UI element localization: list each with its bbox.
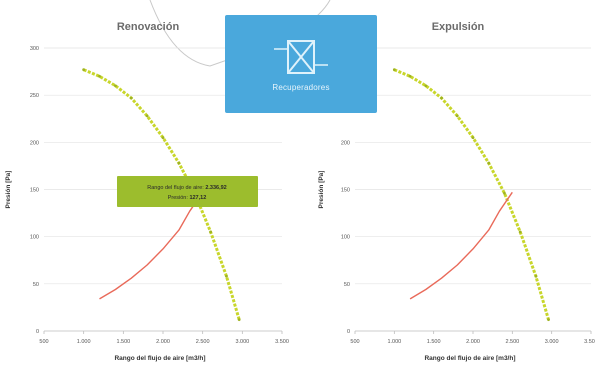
series-point bbox=[503, 191, 506, 195]
y-axis-label: Presión [Pa] bbox=[5, 171, 12, 209]
series-point bbox=[547, 318, 550, 322]
tooltip-line-1-prefix: Rango del flujo de aire: bbox=[147, 185, 205, 191]
series-point bbox=[392, 68, 396, 72]
series-point bbox=[114, 84, 117, 88]
x-tick-label: 3.000 bbox=[235, 339, 249, 345]
x-tick-label: 1.000 bbox=[387, 339, 401, 345]
series-point bbox=[145, 114, 149, 118]
tooltip-line-2-value: 127,12 bbox=[189, 195, 206, 201]
y-axis-label: Presión [Pa] bbox=[318, 171, 325, 209]
chart-title: Renovación bbox=[117, 21, 180, 33]
x-tick-label: 1.000 bbox=[77, 339, 91, 345]
series-line-2 bbox=[409, 191, 513, 300]
series-point bbox=[209, 230, 213, 234]
tooltip-line-2-prefix: Presión: bbox=[168, 195, 190, 201]
badge-label: Recuperadores bbox=[272, 82, 330, 92]
series-point bbox=[424, 84, 428, 88]
y-tick-label: 150 bbox=[341, 188, 350, 194]
series-point bbox=[440, 96, 443, 100]
y-tick-label: 200 bbox=[341, 140, 350, 146]
series-point bbox=[237, 318, 241, 322]
series-point bbox=[471, 136, 475, 140]
chart-panel-1: Renovación 0 50 100 150 200 250 300 500 1.000 1.50… bbox=[5, 21, 289, 362]
series-point bbox=[487, 161, 491, 165]
tooltip-line-2: Presión: 127,12 bbox=[168, 195, 207, 201]
x-tick-label: 2.500 bbox=[505, 339, 519, 345]
y-tick-label: 250 bbox=[30, 93, 39, 99]
x-tick-label: 1.500 bbox=[116, 339, 130, 345]
series-point bbox=[455, 114, 459, 118]
chart-title: Expulsión bbox=[432, 21, 485, 33]
tooltip-box bbox=[117, 176, 258, 207]
y-tick-label: 100 bbox=[30, 235, 39, 241]
y-tick-label: 200 bbox=[30, 140, 39, 146]
tooltip-line-1-value: 2.336,92 bbox=[205, 185, 226, 191]
series-point bbox=[82, 68, 86, 72]
heat-exchanger-icon bbox=[274, 39, 328, 74]
x-axis-label: Rango del flujo de aire [m3/h] bbox=[114, 355, 205, 362]
x-tick-label: 3.500 bbox=[275, 339, 289, 345]
series-line-2 bbox=[99, 191, 204, 300]
x-tick-label: 500 bbox=[39, 339, 48, 345]
y-tick-label: 150 bbox=[30, 188, 39, 194]
x-axis-label: Rango del flujo de aire [m3/h] bbox=[424, 355, 515, 362]
x-tick-label: 3.000 bbox=[545, 339, 559, 345]
series-point bbox=[98, 74, 101, 78]
x-tick-label: 3.500 bbox=[584, 339, 595, 345]
tooltip-line-1: Rango del flujo de aire: 2.336,92 bbox=[147, 185, 227, 191]
series-point bbox=[534, 274, 538, 278]
tooltip: Rango del flujo de aire: 2.336,92 Presión… bbox=[117, 176, 258, 207]
y-tick-label: 50 bbox=[344, 282, 350, 288]
y-tick-label: 100 bbox=[341, 235, 350, 241]
y-tick-label: 300 bbox=[30, 46, 39, 52]
x-tick-label: 1.500 bbox=[427, 339, 441, 345]
series-point bbox=[408, 74, 412, 78]
x-tick-label: 2.000 bbox=[156, 339, 170, 345]
x-tick-label: 2.500 bbox=[196, 339, 210, 345]
recuperadores-badge[interactable]: Recuperadores bbox=[225, 15, 377, 113]
x-tick-label: 500 bbox=[350, 339, 359, 345]
y-tick-label: 0 bbox=[347, 329, 350, 335]
series-line-1 bbox=[393, 68, 550, 321]
series-point bbox=[129, 96, 133, 100]
x-tick-label: 2.000 bbox=[466, 339, 480, 345]
series-point bbox=[177, 161, 181, 165]
series-point bbox=[161, 136, 165, 140]
series-point bbox=[225, 274, 228, 278]
series-point bbox=[518, 230, 522, 234]
y-tick-label: 50 bbox=[33, 282, 39, 288]
y-tick-label: 0 bbox=[36, 329, 39, 335]
